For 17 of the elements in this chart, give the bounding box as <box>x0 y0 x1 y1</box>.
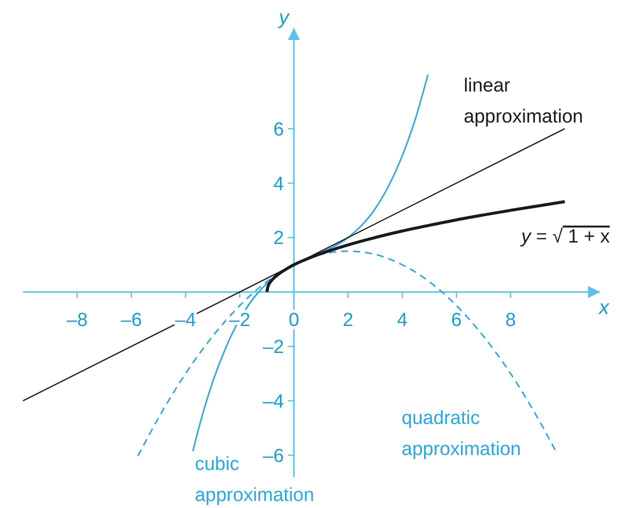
y-tick-label: 2 <box>273 228 284 250</box>
series-label: y = √1 + x <box>519 226 610 248</box>
y-tick-label: 6 <box>273 119 284 140</box>
x-tick-label: –8 <box>66 310 88 331</box>
x-tick-label: 8 <box>505 310 516 331</box>
x-tick-label: 6 <box>451 310 462 331</box>
x-tick-label: 2 <box>342 310 354 331</box>
y-axis-title: y <box>276 7 290 29</box>
series-label: quadratic approximation <box>402 408 521 460</box>
y-tick-label: –2 <box>262 337 284 358</box>
y-tick-label: –4 <box>262 391 284 412</box>
series-label: linear approximation <box>464 76 584 128</box>
x-tick-label: 4 <box>396 310 408 331</box>
y-tick-label: 4 <box>273 174 284 195</box>
x-tick-label: –6 <box>120 310 142 331</box>
y-tick-label: –6 <box>262 446 284 467</box>
x-axis-title: x <box>598 296 610 319</box>
